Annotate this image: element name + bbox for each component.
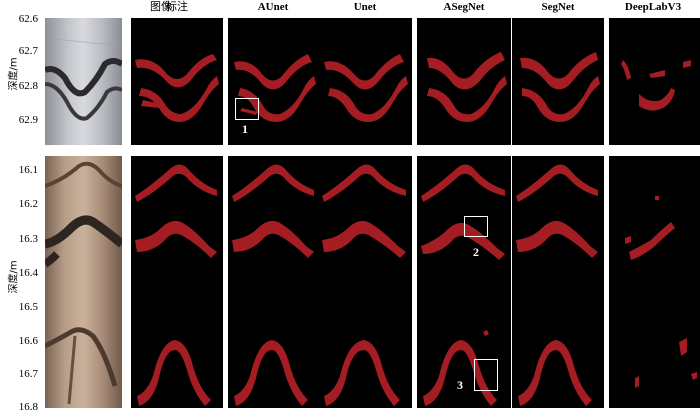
panel-unet-bottom: [318, 156, 412, 408]
borehole-image-top: [45, 18, 122, 145]
marker-box-2: [464, 216, 488, 237]
column-header-annotation: 标注: [166, 1, 188, 13]
marker-label-3: 3: [457, 378, 463, 392]
bottom-tick: 16.5: [18, 301, 38, 313]
column-header-aunet: AUnet: [257, 1, 289, 13]
column-header-deeplabv3: DeepLabV3: [624, 1, 682, 13]
panel-annotation-top: [131, 18, 223, 145]
top-tick: 62.9: [18, 114, 38, 126]
panel-segnet-bottom: [512, 156, 604, 408]
column-header-segnet: SegNet: [541, 1, 575, 13]
marker-box-3: [474, 359, 498, 391]
bottom-tick: 16.8: [18, 401, 38, 413]
panel-deeplabv3-top: [609, 18, 700, 145]
bottom-tick: 16.4: [18, 267, 38, 279]
bottom-tick: 16.6: [18, 335, 38, 347]
panel-deeplabv3-bottom: [609, 156, 700, 408]
panel-unet-top: [318, 18, 412, 145]
panel-aunet-top: 1: [228, 18, 318, 145]
borehole-image-bottom: [45, 156, 122, 408]
top-tick: 62.6: [18, 13, 38, 25]
marker-label-1: 1: [242, 122, 248, 136]
marker-label-2: 2: [473, 245, 479, 259]
top-tick: 62.8: [18, 80, 38, 92]
panel-asegnet-top: [417, 18, 511, 145]
marker-box-1: [235, 98, 259, 120]
column-header-image: 图像: [150, 1, 172, 13]
bottom-tick: 16.3: [18, 233, 38, 245]
bottom-tick: 16.7: [18, 368, 38, 380]
panel-segnet-top: [512, 18, 604, 145]
bottom-tick: 16.1: [18, 164, 38, 176]
panel-annotation-bottom: [131, 156, 223, 408]
top-tick: 62.7: [18, 45, 38, 57]
column-header-asegnet: ASegNet: [443, 1, 485, 13]
bottom-tick: 16.2: [18, 198, 38, 210]
column-header-unet: Unet: [353, 1, 377, 13]
panel-aunet-bottom: [228, 156, 318, 408]
panel-asegnet-bottom: 2 3: [417, 156, 511, 408]
